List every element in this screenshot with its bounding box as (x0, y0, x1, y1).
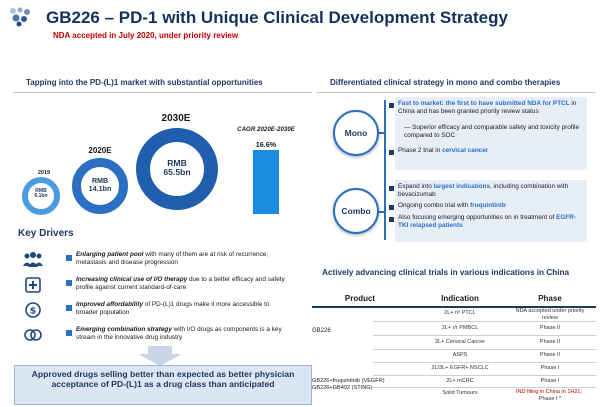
cagr-bar (253, 150, 279, 214)
table-row: 2L+ r/r PMBCL (441, 325, 479, 331)
cagr-value: 16.6% (255, 140, 277, 149)
table-row: 2L+ Cervical Cancer (435, 339, 485, 345)
strategy-bullet (389, 217, 394, 222)
strategy-section-title: Differentiated clinical strategy in mono… (330, 78, 561, 87)
driver-2-text: Increasing clinical use of I/O therapy d… (76, 276, 285, 291)
product-gb226: GB226 (312, 328, 331, 334)
row-divider (373, 362, 596, 363)
summary-banner: Approved drugs selling better than expec… (14, 365, 312, 405)
strategy-connector (372, 132, 386, 134)
page-subtitle: NDA accepted in July 2020, under priorit… (53, 31, 239, 40)
combo-point-2: Ongoing combo trial with fruquintinib (398, 202, 506, 209)
strategy-connector (372, 211, 386, 213)
year-2020e: 2020E (88, 146, 112, 155)
strategy-bullet (389, 186, 394, 191)
mono-point-2: Phase 2 trial in cervical cancer (398, 147, 489, 154)
market-circle-2019 (22, 177, 60, 215)
table-row: Phase II (539, 352, 561, 358)
table-row: Phase II (539, 339, 561, 345)
table-header-rule (312, 306, 596, 308)
strategy-connector (384, 100, 386, 240)
table-row: Solid Tumours (442, 390, 478, 396)
row-divider (373, 375, 596, 376)
market-circle-2020e (72, 158, 128, 214)
year-2019: 2019 (37, 170, 51, 176)
mono-subpoint: — Superior efficacy and comparable safet… (404, 124, 580, 139)
year-2030e: 2030E (161, 113, 191, 124)
driver-bullet (66, 330, 72, 336)
row-divider (373, 349, 596, 350)
table-header-product: Product (344, 294, 376, 303)
table-row: 2L+ mCRC (446, 378, 474, 384)
market-value-2019: RMB 6.1bn (34, 188, 48, 200)
key-drivers-title: Key Drivers (18, 228, 74, 239)
table-row: Phase II (539, 325, 561, 331)
company-logo-icon (10, 7, 30, 27)
strategy-bullet (389, 205, 394, 210)
mono-strategy-box (395, 97, 587, 170)
driver-3-text: Improved affordability of PD-(L)1 drugs … (76, 301, 270, 316)
market-value-2030e: RMB 65.5bn (163, 158, 191, 178)
market-section-title: Tapping into the PD-(L)1 market with sub… (26, 78, 263, 87)
svg-text:$: $ (30, 307, 36, 317)
driver-bullet (66, 305, 72, 311)
strategy-bullet (389, 103, 394, 108)
clinical-use-icon (25, 277, 41, 293)
table-row: 2L/3L+ EGFR+ NSCLC (431, 365, 489, 371)
affordability-icon: $ (25, 302, 41, 318)
mono-point-1: Fast to market: the first to have submit… (398, 100, 577, 115)
table-row: ASPS (452, 352, 468, 358)
market-value-2020e: RMB 14.1bn (88, 176, 112, 193)
section-divider (316, 92, 596, 93)
combination-icon (24, 329, 42, 341)
strategy-bullet (389, 150, 394, 155)
table-row: NDA accepted under priority review (515, 308, 585, 321)
driver-bullet (66, 280, 72, 286)
trials-table-title: Actively advancing clinical trials in va… (322, 268, 570, 277)
combo-strategy-box (395, 180, 587, 242)
combo-label: Combo (333, 188, 379, 234)
product-combos: GB226+fruquintinib (VEGFR) GB226+GB492 (… (312, 378, 385, 391)
cagr-label: CAGR 2020E-2030E (237, 126, 295, 133)
combo-point-1: Expand into largest indications, includi… (398, 183, 569, 198)
driver-4-text: Emerging combination strategy with I/O d… (76, 326, 282, 341)
table-row: Phase I * (538, 396, 562, 402)
table-row: Phase I (540, 378, 560, 384)
driver-1-text: Enlarging patient pool with many of them… (76, 251, 269, 266)
patient-pool-icon (23, 252, 43, 267)
down-arrow-icon (138, 346, 182, 366)
row-divider (373, 335, 596, 336)
table-row: Phase I (540, 365, 560, 371)
page-title: GB226 – PD-1 with Unique Clinical Develo… (46, 8, 508, 27)
table-row: 2L+ r/r PTCL (444, 310, 476, 316)
row-divider (373, 387, 596, 388)
mono-label: Mono (333, 110, 379, 156)
section-divider (14, 92, 312, 93)
table-row: IND filing in China in 1H21; (515, 389, 583, 395)
table-header-indication: Indication (441, 294, 479, 303)
combo-point-3: Also focusing emerging opportunities on … (398, 214, 576, 229)
table-header-phase: Phase (538, 294, 562, 303)
driver-bullet (66, 255, 72, 261)
row-divider (373, 321, 596, 322)
